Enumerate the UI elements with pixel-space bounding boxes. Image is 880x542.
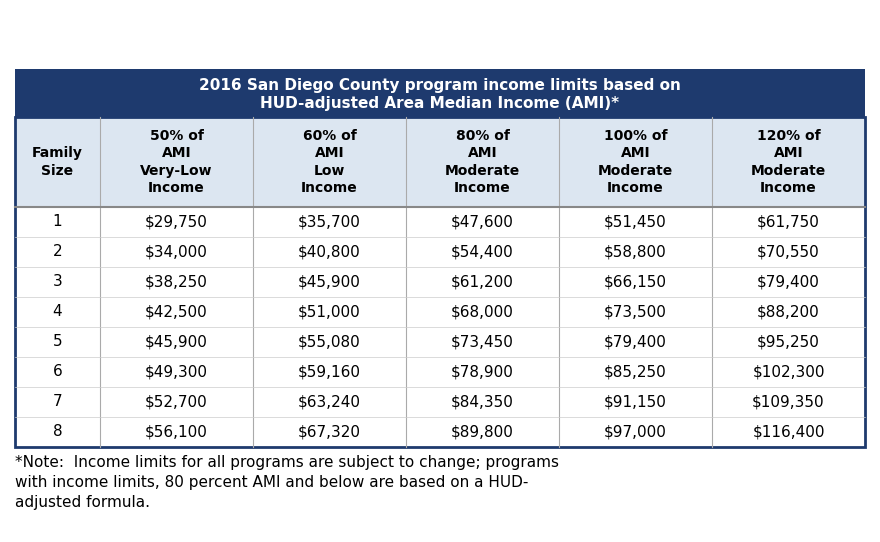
Bar — [15, 69, 865, 117]
Text: $35,700: $35,700 — [298, 215, 361, 229]
Text: $40,800: $40,800 — [298, 244, 361, 260]
Text: $51,000: $51,000 — [298, 305, 361, 319]
Bar — [15, 117, 865, 207]
Text: 60% of
AMI
Low
Income: 60% of AMI Low Income — [301, 129, 358, 195]
Text: Family
Size: Family Size — [32, 146, 83, 178]
Text: 5: 5 — [53, 334, 62, 350]
Text: $58,800: $58,800 — [605, 244, 667, 260]
Text: $73,450: $73,450 — [451, 334, 514, 350]
Text: $29,750: $29,750 — [145, 215, 208, 229]
Text: HUD-adjusted Area Median Income (AMI)*: HUD-adjusted Area Median Income (AMI)* — [260, 96, 620, 111]
Text: 120% of
AMI
Moderate
Income: 120% of AMI Moderate Income — [751, 129, 826, 195]
Text: $38,250: $38,250 — [145, 274, 208, 289]
Text: 2016 San Diego County program income limits based on: 2016 San Diego County program income lim… — [199, 78, 681, 93]
Text: $68,000: $68,000 — [451, 305, 514, 319]
Text: $97,000: $97,000 — [604, 424, 667, 440]
Text: 80% of
AMI
Moderate
Income: 80% of AMI Moderate Income — [445, 129, 520, 195]
Text: $95,250: $95,250 — [757, 334, 820, 350]
Text: $52,700: $52,700 — [145, 395, 208, 410]
Text: $34,000: $34,000 — [145, 244, 208, 260]
Text: $109,350: $109,350 — [752, 395, 825, 410]
Text: $49,300: $49,300 — [145, 365, 208, 379]
Text: $116,400: $116,400 — [752, 424, 825, 440]
Text: $59,160: $59,160 — [298, 365, 361, 379]
Text: $70,550: $70,550 — [757, 244, 820, 260]
Text: $55,080: $55,080 — [298, 334, 361, 350]
Text: 2: 2 — [53, 244, 62, 260]
Text: $61,750: $61,750 — [757, 215, 820, 229]
Text: 7: 7 — [53, 395, 62, 410]
Text: $63,240: $63,240 — [298, 395, 361, 410]
Bar — [15, 117, 865, 447]
Text: 8: 8 — [53, 424, 62, 440]
Text: $85,250: $85,250 — [605, 365, 667, 379]
Text: 4: 4 — [53, 305, 62, 319]
Text: $91,150: $91,150 — [604, 395, 667, 410]
Text: $79,400: $79,400 — [604, 334, 667, 350]
Text: $66,150: $66,150 — [604, 274, 667, 289]
Text: 50% of
AMI
Very-Low
Income: 50% of AMI Very-Low Income — [140, 129, 213, 195]
Text: $54,400: $54,400 — [451, 244, 514, 260]
Text: $73,500: $73,500 — [604, 305, 667, 319]
Bar — [15, 207, 865, 447]
Text: $61,200: $61,200 — [451, 274, 514, 289]
Text: $102,300: $102,300 — [752, 365, 825, 379]
Text: $45,900: $45,900 — [145, 334, 208, 350]
Text: $78,900: $78,900 — [451, 365, 514, 379]
Text: $47,600: $47,600 — [451, 215, 514, 229]
Text: 100% of
AMI
Moderate
Income: 100% of AMI Moderate Income — [598, 129, 673, 195]
Text: 6: 6 — [53, 365, 62, 379]
Text: 3: 3 — [53, 274, 62, 289]
Text: $79,400: $79,400 — [757, 274, 820, 289]
Text: $45,900: $45,900 — [298, 274, 361, 289]
Text: $89,800: $89,800 — [451, 424, 514, 440]
Text: 1: 1 — [53, 215, 62, 229]
Text: $88,200: $88,200 — [757, 305, 820, 319]
Text: $67,320: $67,320 — [298, 424, 361, 440]
Text: *Note:  Income limits for all programs are subject to change; programs
with inco: *Note: Income limits for all programs ar… — [15, 455, 559, 509]
Text: $56,100: $56,100 — [145, 424, 208, 440]
Text: $51,450: $51,450 — [605, 215, 667, 229]
Text: $84,350: $84,350 — [451, 395, 514, 410]
Text: $42,500: $42,500 — [145, 305, 208, 319]
